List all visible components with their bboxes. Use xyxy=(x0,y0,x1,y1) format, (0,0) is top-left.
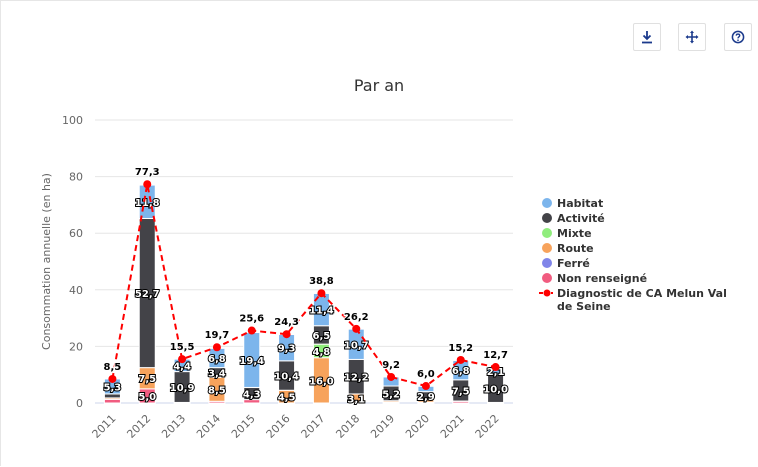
bar-segment xyxy=(104,394,120,398)
bar-data-label: 11,4 xyxy=(309,306,334,317)
diagnostic-point xyxy=(213,343,221,351)
bar-data-label: 4,3 xyxy=(243,390,261,401)
legend-symbol xyxy=(542,213,552,223)
legend-item-label: Route xyxy=(557,242,594,255)
help-button[interactable] xyxy=(724,23,752,51)
x-tick-label: 2012 xyxy=(124,412,153,441)
bar-data-label: 5,3 xyxy=(104,382,122,393)
diagnostic-point xyxy=(283,330,291,338)
bar-data-label: 2,9 xyxy=(417,392,435,403)
download-icon xyxy=(640,30,654,44)
bar-data-label: 11,8 xyxy=(135,198,160,209)
bar-data-label: 4,5 xyxy=(278,393,296,404)
x-tick-label: 2019 xyxy=(368,412,397,441)
diagnostic-data-label: 6,0 xyxy=(417,369,435,380)
bar-data-label: 10,4 xyxy=(274,372,299,383)
legend-item-label-line: Diagnostic de CA Melun Val xyxy=(557,287,727,300)
diagnostic-point xyxy=(317,289,325,297)
y-tick-label: 0 xyxy=(76,397,83,410)
legend-item-label: Non renseigné xyxy=(557,272,647,285)
bar-data-label: 52,7 xyxy=(135,289,160,300)
x-tick-label: 2018 xyxy=(333,412,362,441)
diagnostic-point xyxy=(457,356,465,364)
x-tick-label: 2021 xyxy=(438,412,467,441)
bar-data-label: 6,8 xyxy=(452,366,470,377)
y-axis-label: Consommation annuelle (en ha) xyxy=(40,173,53,350)
diagnostic-data-label: 15,5 xyxy=(170,342,195,353)
x-tick-label: 2020 xyxy=(403,412,432,441)
diagnostic-point xyxy=(422,382,430,390)
diagnostic-data-label: 26,2 xyxy=(344,312,369,323)
legend-symbol xyxy=(542,273,552,283)
diagnostic-point xyxy=(492,363,500,371)
bar-data-label: 5,0 xyxy=(138,392,156,403)
bar-data-label: 16,0 xyxy=(309,376,334,387)
x-tick-label: 2022 xyxy=(473,412,502,441)
legend-symbol xyxy=(542,228,552,238)
bar-segment xyxy=(104,399,120,403)
download-button[interactable] xyxy=(633,23,661,51)
diagnostic-point xyxy=(178,355,186,363)
legend-symbol xyxy=(542,258,552,268)
bar-data-label: 19,4 xyxy=(239,356,264,367)
x-tick-label: 2016 xyxy=(264,412,293,441)
diagnostic-data-label: 19,7 xyxy=(205,330,230,341)
diagnostic-data-label: 25,6 xyxy=(239,314,264,325)
bar-data-label: 4,8 xyxy=(313,347,331,358)
diagnostic-line xyxy=(112,184,495,386)
legend-item-label: Habitat xyxy=(557,197,603,210)
x-tick-label: 2013 xyxy=(159,412,188,441)
diagnostic-point xyxy=(352,325,360,333)
y-tick-label: 60 xyxy=(69,227,83,240)
bar-data-label: 6,5 xyxy=(313,331,331,342)
legend-item-label: Mixte xyxy=(557,227,592,240)
diagnostic-data-label: 9,2 xyxy=(382,360,400,371)
bar-data-label: 9,3 xyxy=(278,344,296,355)
diagnostic-data-label: 24,3 xyxy=(274,317,299,328)
y-tick-label: 100 xyxy=(62,114,83,127)
bar-data-label: 8,5 xyxy=(208,385,226,396)
bar-data-label: 7,5 xyxy=(452,386,470,397)
help-icon xyxy=(731,30,745,44)
legend-item-label-line: de Seine xyxy=(557,300,611,313)
diagnostic-data-label: 15,2 xyxy=(448,343,473,354)
legend-symbol xyxy=(542,198,552,208)
x-tick-label: 2011 xyxy=(90,412,119,441)
bar-data-label: 10,9 xyxy=(170,383,195,394)
bar-data-label: 7,5 xyxy=(138,374,156,385)
legend-item-label: Activité xyxy=(557,212,605,225)
move-icon xyxy=(685,30,699,44)
bar-data-label: 12,2 xyxy=(344,373,369,384)
diagnostic-data-label: 12,7 xyxy=(483,350,508,361)
y-tick-label: 40 xyxy=(69,284,83,297)
x-tick-label: 2017 xyxy=(299,412,328,441)
diagnostic-data-label: 8,5 xyxy=(104,362,122,373)
bar-data-label: 5,2 xyxy=(382,389,400,400)
diagnostic-point xyxy=(248,327,256,335)
y-tick-label: 80 xyxy=(69,171,83,184)
move-button[interactable] xyxy=(678,23,706,51)
diagnostic-data-label: 77,3 xyxy=(135,167,160,178)
diagnostic-data-label: 38,8 xyxy=(309,276,334,287)
diagnostic-point xyxy=(143,180,151,188)
diagnostic-point xyxy=(387,373,395,381)
chart-title: Par an xyxy=(354,76,404,95)
bar-data-label: 6,8 xyxy=(208,354,226,365)
legend-symbol xyxy=(542,243,552,253)
legend-symbol xyxy=(544,290,551,297)
x-tick-label: 2014 xyxy=(194,412,223,441)
legend-item-label: Ferré xyxy=(557,257,590,270)
bar-data-label: 10,0 xyxy=(483,384,508,395)
y-tick-label: 20 xyxy=(69,340,83,353)
x-tick-label: 2015 xyxy=(229,412,258,441)
bar-data-label: 3,1 xyxy=(347,394,365,405)
diagnostic-point xyxy=(108,375,116,383)
bar-data-label: 3,4 xyxy=(208,368,226,379)
